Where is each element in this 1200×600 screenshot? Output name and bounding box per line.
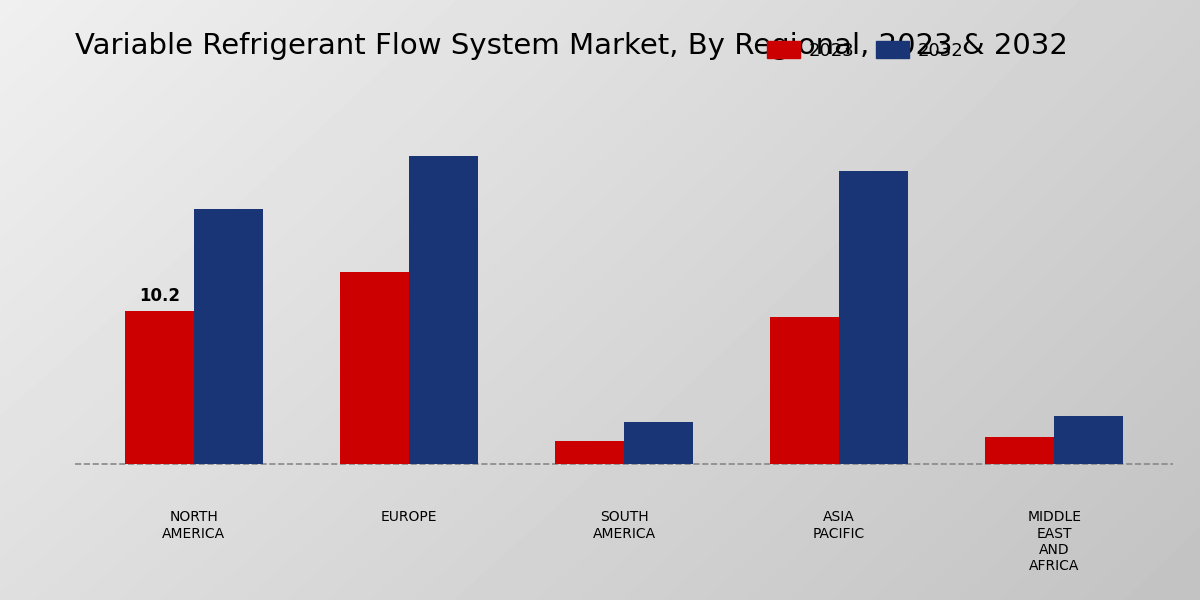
Bar xyxy=(340,272,409,464)
Text: 10.2: 10.2 xyxy=(139,287,180,305)
Bar xyxy=(839,171,908,464)
Bar xyxy=(409,156,478,464)
Bar xyxy=(125,311,193,464)
Bar xyxy=(624,422,692,464)
Bar xyxy=(193,209,263,464)
Legend: 2023, 2032: 2023, 2032 xyxy=(758,32,973,69)
Bar xyxy=(1055,416,1123,464)
Text: Variable Refrigerant Flow System Market, By Regional, 2023 & 2032: Variable Refrigerant Flow System Market,… xyxy=(74,32,1068,60)
Bar xyxy=(556,441,624,464)
Bar xyxy=(985,437,1055,464)
Bar xyxy=(770,317,839,464)
